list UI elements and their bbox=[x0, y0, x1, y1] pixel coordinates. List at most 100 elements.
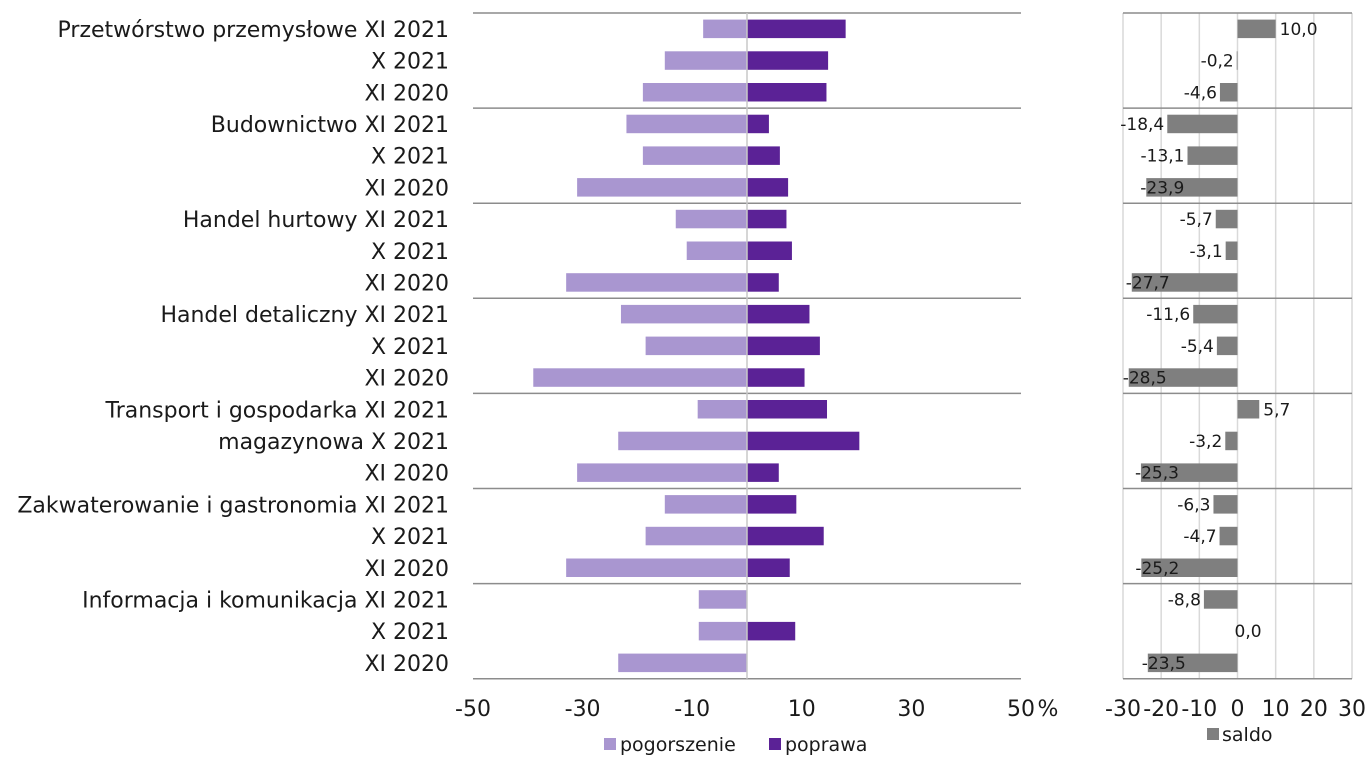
bar-saldo bbox=[1146, 178, 1238, 197]
bar-poprawa bbox=[747, 463, 779, 482]
bar-pogorszenie bbox=[664, 495, 747, 514]
bar-pogorszenie bbox=[618, 653, 747, 673]
bar-pogorszenie bbox=[664, 51, 747, 70]
category-label: XI 2020 bbox=[364, 367, 449, 392]
bar-saldo bbox=[1225, 241, 1238, 260]
category-label: magazynowa X 2021 bbox=[218, 430, 449, 455]
bar-poprawa bbox=[747, 83, 827, 102]
category-label: XI 2020 bbox=[364, 81, 449, 106]
data-label-saldo: -4,6 bbox=[1184, 83, 1217, 103]
bar-pogorszenie bbox=[686, 241, 747, 260]
bar-saldo bbox=[1147, 653, 1238, 673]
category-label: X 2021 bbox=[371, 240, 449, 265]
bar-saldo bbox=[1215, 209, 1238, 229]
category-label: Transport i gospodarka XI 2021 bbox=[104, 398, 449, 423]
data-label-saldo: -25,3 bbox=[1135, 464, 1179, 484]
bar-pogorszenie bbox=[533, 368, 747, 387]
bar-poprawa bbox=[747, 19, 846, 39]
legend-label-saldo: saldo bbox=[1222, 724, 1273, 746]
category-label: Handel hurtowy XI 2021 bbox=[183, 208, 449, 233]
bar-saldo bbox=[1237, 400, 1260, 419]
data-label-saldo: 10,0 bbox=[1280, 20, 1318, 40]
category-label: X 2021 bbox=[371, 620, 449, 645]
bar-poprawa bbox=[747, 621, 796, 641]
bar-saldo bbox=[1236, 51, 1238, 70]
right-x-tick-label: 30 bbox=[1338, 697, 1366, 722]
bar-poprawa bbox=[747, 400, 828, 419]
bar-saldo bbox=[1131, 273, 1238, 292]
bar-pogorszenie bbox=[566, 273, 747, 292]
bar-pogorszenie bbox=[626, 114, 747, 134]
left-x-tick-label: -50 bbox=[455, 697, 491, 722]
bar-poprawa bbox=[747, 178, 789, 197]
category-label: X 2021 bbox=[371, 145, 449, 170]
category-label: X 2021 bbox=[371, 525, 449, 550]
left-unit-label: % bbox=[1038, 697, 1059, 722]
category-label: Przetwórstwo przemysłowe XI 2021 bbox=[58, 18, 449, 43]
category-label: XI 2020 bbox=[364, 462, 449, 487]
bar-saldo bbox=[1216, 336, 1238, 356]
bar-saldo bbox=[1187, 146, 1238, 165]
bar-pogorszenie bbox=[620, 304, 747, 324]
right-x-tick-label: -20 bbox=[1143, 697, 1179, 722]
left-x-tick-label: 50 bbox=[1007, 697, 1035, 722]
legend-label-poprawa: poprawa bbox=[785, 734, 867, 756]
bar-saldo bbox=[1219, 526, 1238, 546]
bar-saldo bbox=[1203, 590, 1238, 609]
category-label: Informacja i komunikacja XI 2021 bbox=[82, 588, 449, 613]
bar-pogorszenie bbox=[645, 526, 747, 546]
bar-pogorszenie bbox=[698, 621, 747, 641]
legend-swatch-saldo bbox=[1207, 728, 1219, 740]
data-label-saldo: -28,5 bbox=[1123, 369, 1167, 389]
bar-poprawa bbox=[747, 146, 780, 165]
bar-poprawa bbox=[747, 558, 790, 577]
bar-pogorszenie bbox=[642, 146, 747, 165]
bar-saldo bbox=[1193, 304, 1238, 324]
data-label-saldo: -5,7 bbox=[1180, 210, 1213, 230]
bar-saldo bbox=[1225, 431, 1238, 451]
bar-poprawa bbox=[747, 304, 810, 324]
left-x-tick-label: -10 bbox=[674, 697, 710, 722]
right-x-tick-label: 10 bbox=[1262, 697, 1290, 722]
bar-saldo bbox=[1213, 495, 1238, 514]
left-x-tick-label: 10 bbox=[788, 697, 816, 722]
data-label-saldo: -11,6 bbox=[1146, 305, 1190, 325]
data-label-saldo: -3,2 bbox=[1189, 432, 1222, 452]
data-label-saldo: -8,8 bbox=[1168, 590, 1201, 610]
bar-saldo bbox=[1219, 83, 1238, 102]
bar-saldo bbox=[1237, 19, 1276, 39]
right-x-tick-label: 0 bbox=[1231, 697, 1245, 722]
bar-saldo bbox=[1128, 368, 1238, 387]
data-label-saldo: -4,7 bbox=[1183, 527, 1216, 547]
right-x-tick-label: -30 bbox=[1105, 697, 1141, 722]
data-label-saldo: 0,0 bbox=[1235, 622, 1262, 642]
bar-poprawa bbox=[747, 209, 787, 229]
bar-saldo bbox=[1140, 463, 1238, 482]
bar-poprawa bbox=[747, 431, 860, 451]
bar-poprawa bbox=[747, 114, 769, 134]
data-label-saldo: -13,1 bbox=[1141, 147, 1185, 167]
category-label: XI 2020 bbox=[364, 176, 449, 201]
right-x-tick-label: -10 bbox=[1181, 697, 1217, 722]
data-label-saldo: -6,3 bbox=[1177, 495, 1210, 515]
bar-pogorszenie bbox=[645, 336, 747, 356]
data-label-saldo: -23,9 bbox=[1140, 178, 1184, 198]
category-label: Handel detaliczny XI 2021 bbox=[160, 303, 449, 328]
legend-label-pogorszenie: pogorszenie bbox=[620, 734, 736, 756]
bar-pogorszenie bbox=[577, 463, 747, 482]
data-label-saldo: -23,5 bbox=[1142, 654, 1186, 674]
bar-pogorszenie bbox=[698, 590, 747, 609]
category-label: XI 2020 bbox=[364, 271, 449, 296]
data-label-saldo: -0,2 bbox=[1201, 52, 1234, 72]
data-label-saldo: -3,1 bbox=[1189, 242, 1222, 262]
left-x-tick-label: -30 bbox=[565, 697, 601, 722]
bar-poprawa bbox=[747, 241, 792, 260]
legend-swatch-pogorszenie bbox=[604, 738, 616, 750]
bar-poprawa bbox=[747, 336, 820, 356]
category-label: Zakwaterowanie i gastronomia XI 2021 bbox=[17, 493, 449, 518]
category-label: XI 2020 bbox=[364, 652, 449, 677]
bar-saldo bbox=[1167, 114, 1238, 134]
data-label-saldo: -27,7 bbox=[1126, 273, 1170, 293]
bar-pogorszenie bbox=[675, 209, 747, 229]
